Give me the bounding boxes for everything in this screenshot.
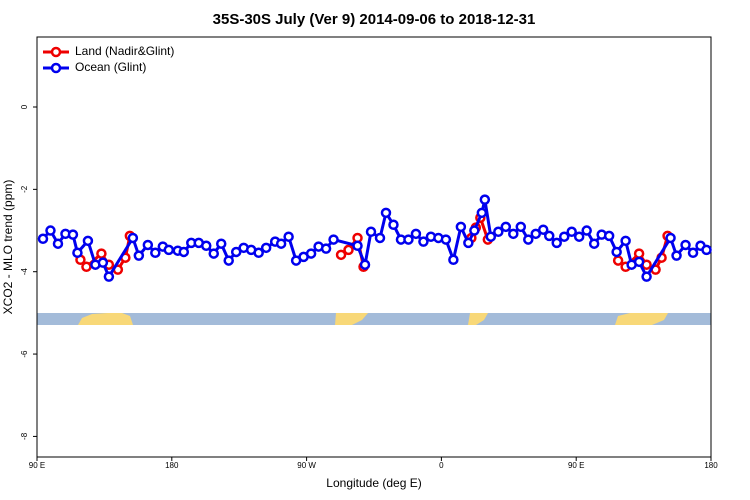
data-point [142, 239, 154, 251]
data-point [530, 228, 542, 240]
data-point [208, 248, 219, 259]
data-point [380, 207, 392, 219]
x-tick-label: 0 [439, 461, 444, 470]
data-point [359, 259, 371, 270]
data-point [388, 219, 399, 231]
data-point [45, 225, 56, 236]
data-point [633, 248, 645, 259]
marks [37, 194, 712, 282]
data-point [200, 240, 212, 252]
data-point [374, 232, 386, 244]
legend-marker [50, 46, 62, 58]
data-point [588, 238, 600, 249]
data-point [476, 207, 488, 219]
y-axis-label: XCO2 - MLO trend (ppm) [1, 180, 15, 315]
data-point [508, 228, 519, 240]
y-tick-label: -8 [20, 432, 29, 440]
data-point [97, 257, 109, 268]
data-point [403, 234, 414, 245]
x-tick-label: 90 W [297, 461, 316, 470]
x-tick-label: 180 [165, 461, 179, 470]
data-point [479, 194, 491, 205]
y-tick-label: 0 [20, 104, 29, 109]
data-point [253, 247, 264, 259]
data-point [687, 247, 699, 259]
data-point [343, 244, 354, 256]
legend-marker [50, 62, 62, 74]
data-point [641, 271, 652, 282]
data-point [581, 225, 592, 236]
data-point [515, 221, 527, 233]
data-point [52, 238, 64, 249]
data-point [133, 250, 145, 261]
data-point [523, 234, 534, 245]
data-point [260, 242, 272, 254]
data-point [633, 256, 645, 268]
chart-title: 35S-30S July (Ver 9) 2014-09-06 to 2018-… [213, 11, 536, 28]
map-strip [37, 313, 711, 325]
data-point [680, 239, 691, 251]
data-point [493, 226, 504, 238]
data-point [275, 238, 287, 249]
data-point [611, 246, 622, 258]
x-tick-label: 90 E [29, 461, 45, 470]
data-point [418, 236, 429, 247]
plot-frame [36, 36, 712, 458]
data-point [72, 247, 83, 259]
data-point [230, 246, 242, 258]
data-point [440, 234, 452, 245]
data-point [410, 228, 422, 240]
legend-label: Land (Nadir&Glint) [75, 44, 174, 58]
data-point [37, 233, 49, 245]
data-point [671, 250, 682, 261]
data-point [665, 232, 676, 244]
data-point [352, 240, 363, 252]
data-point [455, 221, 467, 233]
data-point [150, 247, 161, 259]
data-point [320, 243, 332, 254]
data-point [573, 231, 585, 242]
x-axis-label: Longitude (deg E) [326, 476, 421, 490]
data-point [551, 237, 562, 249]
data-point [448, 254, 459, 266]
data-point [283, 231, 294, 242]
data-point [223, 255, 234, 266]
data-point [543, 230, 555, 242]
y-tick-label: -2 [20, 185, 29, 193]
y-tick-label: -6 [20, 350, 29, 358]
data-point [566, 226, 577, 238]
data-point [469, 225, 480, 236]
legend-label: Ocean (Glint) [75, 60, 146, 74]
y-tick-label: -4 [20, 268, 29, 276]
data-point [103, 271, 115, 282]
data-point [620, 235, 631, 247]
data-point [127, 232, 139, 244]
data-point [485, 231, 497, 242]
x-tick-label: 90 E [568, 461, 584, 470]
data-point [701, 244, 712, 256]
data-point [603, 230, 615, 242]
data-point [67, 229, 79, 240]
data-point [500, 221, 512, 233]
data-point [558, 231, 570, 242]
data-point [463, 237, 474, 249]
data-point [82, 235, 94, 247]
data-point [537, 224, 549, 235]
data-point [215, 238, 227, 249]
data-point [178, 246, 190, 258]
data-point [612, 255, 624, 266]
data-point [96, 248, 107, 259]
x-tick-label: 180 [704, 461, 718, 470]
data-point [328, 234, 339, 245]
data-point [163, 244, 175, 256]
data-point [335, 249, 347, 261]
data-point [81, 261, 92, 273]
data-point [365, 226, 377, 238]
data-point [305, 248, 317, 259]
